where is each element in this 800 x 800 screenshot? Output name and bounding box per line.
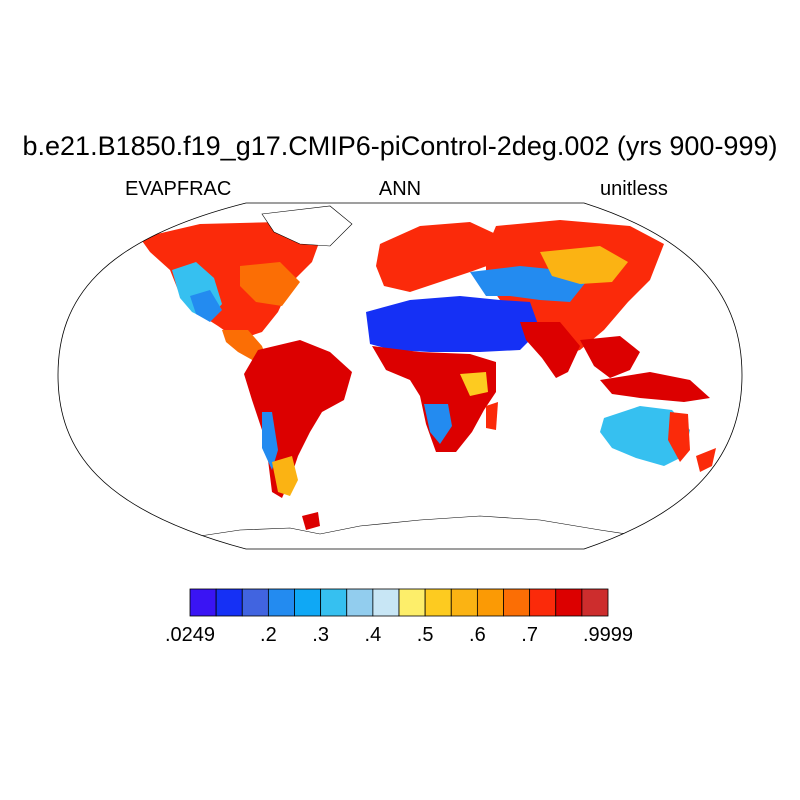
south-america-south <box>272 456 298 496</box>
colorbar <box>189 588 609 617</box>
africa-kalahari <box>424 404 452 444</box>
colorbar-swatch <box>424 588 452 617</box>
indonesia-land <box>600 372 710 402</box>
season-label: ANN <box>378 178 422 200</box>
colorbar-swatch <box>189 588 217 617</box>
south-asia-land <box>520 322 580 378</box>
south-america-land <box>244 340 352 498</box>
colorbar-swatch <box>215 588 243 617</box>
north-america-east <box>240 262 300 306</box>
colorbar-tick-label: .3 <box>312 624 329 646</box>
southeast-asia-land <box>580 336 640 378</box>
variable-label: EVAPFRAC <box>125 178 232 200</box>
land-field <box>140 205 716 537</box>
new-zealand-land <box>696 448 716 472</box>
south-america-west-coast <box>262 412 278 470</box>
colorbar-tick-label: .4 <box>364 624 382 646</box>
sahara-desert <box>366 296 540 352</box>
madagascar-land <box>486 402 498 430</box>
globe-outline <box>57 202 743 550</box>
colorbar-swatch <box>267 588 295 617</box>
colorbar-tick-label: .9999 <box>582 624 634 646</box>
colorbar-swatch <box>241 588 269 617</box>
plot-title: b.e21.B1850.f19_g17.CMIP6-piControl-2deg… <box>22 131 778 161</box>
colorbar-tick-label: .6 <box>469 624 486 646</box>
colorbar-swatch <box>555 588 583 617</box>
colorbar-swatch <box>398 588 426 617</box>
colorbar-tick-label: .0249 <box>164 624 216 646</box>
colorbar-swatch <box>476 588 504 617</box>
colorbar-swatch <box>581 588 609 617</box>
europe-land <box>376 222 500 292</box>
north-america-west-dry <box>190 290 222 322</box>
africa-sub-sahara <box>372 346 496 452</box>
colorbar-swatch <box>529 588 557 617</box>
africa-east-yellow <box>460 372 488 396</box>
greenland <box>261 205 353 247</box>
colorbar-tick-label: .5 <box>416 624 434 646</box>
colorbar-swatch <box>503 588 531 617</box>
colorbar-swatch <box>320 588 348 617</box>
australia-land <box>600 406 690 466</box>
colorbar-swatch <box>450 588 478 617</box>
units-label: unitless <box>600 178 668 200</box>
antarctic-peninsula <box>302 512 320 530</box>
siberia-yellow <box>540 246 628 284</box>
colorbar-swatch <box>346 588 374 617</box>
antarctica-outline <box>199 515 641 537</box>
australia-east-coast <box>668 412 690 462</box>
colorbar-tick-label: .7 <box>521 624 538 646</box>
colorbar-swatch <box>294 588 322 617</box>
north-america-land <box>140 222 320 340</box>
colorbar-swatch <box>372 588 400 617</box>
colorbar-tick-label: .2 <box>260 624 277 646</box>
